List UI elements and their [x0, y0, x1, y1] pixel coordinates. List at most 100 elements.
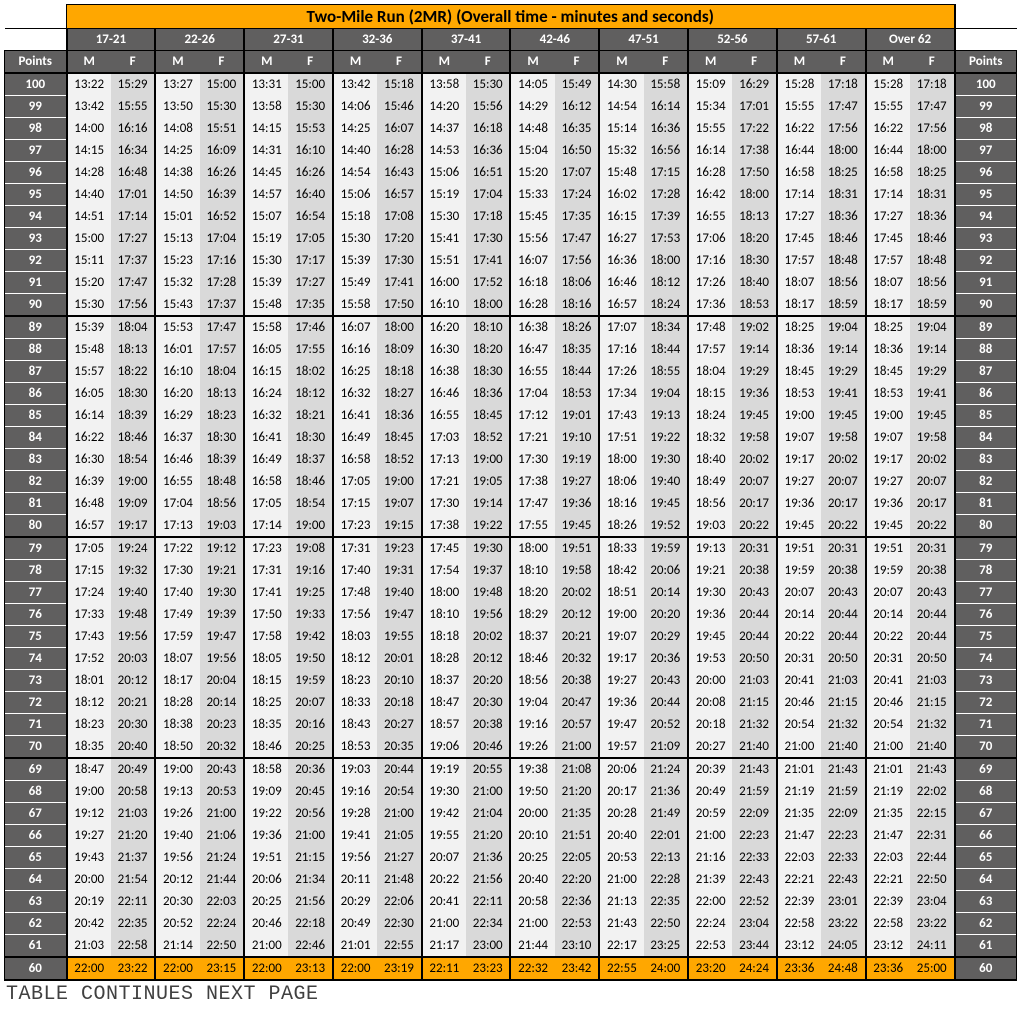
time-cell: 19:00	[111, 471, 155, 493]
time-cell: 20:17	[732, 493, 776, 515]
time-cell: 19:19	[555, 449, 599, 471]
time-cell: 20:44	[377, 758, 421, 781]
time-cell: 21:20	[466, 825, 510, 847]
time-cell: 22:28	[644, 869, 688, 891]
time-cell: 14:25	[333, 118, 377, 140]
time-cell: 20:50	[910, 648, 955, 670]
time-cell: 19:36	[688, 604, 732, 626]
time-cell: 20:14	[777, 604, 821, 626]
time-cell: 17:04	[466, 184, 510, 206]
time-cell: 18:46	[111, 427, 155, 449]
time-cell: 16:58	[866, 162, 910, 184]
time-cell: 20:17	[599, 781, 643, 803]
time-cell: 14:31	[244, 140, 288, 162]
time-cell: 16:18	[466, 118, 510, 140]
time-cell: 20:30	[466, 692, 510, 714]
time-cell: 18:27	[377, 383, 421, 405]
time-cell: 17:33	[67, 604, 111, 626]
time-cell: 19:45	[821, 405, 865, 427]
points-cell: 94	[5, 206, 67, 228]
time-cell: 20:40	[599, 825, 643, 847]
time-cell: 19:51	[555, 537, 599, 560]
time-cell: 21:16	[688, 847, 732, 869]
time-cell: 19:00	[288, 515, 332, 538]
time-cell: 20:06	[644, 560, 688, 582]
time-cell: 23:00	[466, 935, 510, 958]
time-cell: 17:57	[866, 250, 910, 272]
time-cell: 20:54	[377, 781, 421, 803]
time-cell: 18:00	[510, 537, 554, 560]
time-cell: 17:27	[866, 206, 910, 228]
time-cell: 19:07	[866, 427, 910, 449]
age-group-header: 22-26	[155, 29, 244, 51]
time-cell: 21:03	[111, 803, 155, 825]
time-cell: 24:00	[644, 957, 688, 980]
time-cell: 22:23	[821, 825, 865, 847]
time-cell: 17:56	[333, 604, 377, 626]
time-cell: 23:44	[732, 935, 776, 958]
time-cell: 22:53	[555, 913, 599, 935]
time-cell: 14:20	[422, 96, 466, 118]
time-cell: 20:07	[910, 471, 955, 493]
time-cell: 19:16	[510, 714, 554, 736]
time-cell: 15:51	[200, 118, 244, 140]
time-cell: 20:47	[555, 692, 599, 714]
time-cell: 14:40	[67, 184, 111, 206]
time-cell: 17:47	[555, 228, 599, 250]
time-cell: 19:30	[688, 582, 732, 604]
time-cell: 20:17	[910, 493, 955, 515]
time-cell: 18:18	[422, 626, 466, 648]
time-cell: 14:30	[599, 73, 643, 96]
time-cell: 18:07	[155, 648, 199, 670]
time-cell: 23:12	[777, 935, 821, 958]
time-cell: 24:05	[821, 935, 865, 958]
time-cell: 20:14	[866, 604, 910, 626]
time-cell: 19:41	[333, 825, 377, 847]
time-cell: 20:06	[244, 869, 288, 891]
time-cell: 21:00	[288, 825, 332, 847]
time-cell: 18:45	[466, 405, 510, 427]
time-cell: 14:08	[155, 118, 199, 140]
points-cell: 83	[955, 449, 1017, 471]
time-cell: 15:48	[599, 162, 643, 184]
points-cell: 62	[5, 913, 67, 935]
time-cell: 19:39	[200, 604, 244, 626]
time-cell: 22:33	[732, 847, 776, 869]
time-cell: 18:00	[466, 294, 510, 317]
time-cell: 19:40	[111, 582, 155, 604]
time-cell: 19:36	[866, 493, 910, 515]
time-cell: 20:12	[466, 648, 510, 670]
time-cell: 16:38	[422, 361, 466, 383]
time-cell: 19:57	[599, 736, 643, 759]
time-cell: 14:37	[422, 118, 466, 140]
time-cell: 18:00	[732, 184, 776, 206]
time-cell: 16:44	[777, 140, 821, 162]
time-cell: 20:38	[910, 560, 955, 582]
time-cell: 17:15	[67, 560, 111, 582]
time-cell: 18:25	[866, 316, 910, 339]
time-cell: 21:40	[910, 736, 955, 759]
time-cell: 16:46	[422, 383, 466, 405]
time-cell: 17:56	[910, 118, 955, 140]
time-cell: 15:51	[422, 250, 466, 272]
time-cell: 17:03	[422, 427, 466, 449]
time-cell: 15:18	[377, 73, 421, 96]
time-cell: 16:55	[688, 206, 732, 228]
time-cell: 16:16	[333, 339, 377, 361]
points-cell: 64	[5, 869, 67, 891]
time-cell: 20:10	[377, 670, 421, 692]
time-cell: 18:15	[244, 670, 288, 692]
time-cell: 19:10	[555, 427, 599, 449]
age-group-header: Over 62	[866, 29, 955, 51]
time-cell: 18:06	[555, 272, 599, 294]
time-cell: 22:09	[821, 803, 865, 825]
time-cell: 21:54	[111, 869, 155, 891]
time-cell: 20:44	[910, 626, 955, 648]
time-cell: 14:54	[599, 96, 643, 118]
time-cell: 20:12	[555, 604, 599, 626]
time-cell: 21:00	[200, 803, 244, 825]
time-cell: 17:35	[555, 206, 599, 228]
time-cell: 19:07	[777, 427, 821, 449]
time-cell: 19:59	[777, 560, 821, 582]
time-cell: 20:27	[688, 736, 732, 759]
